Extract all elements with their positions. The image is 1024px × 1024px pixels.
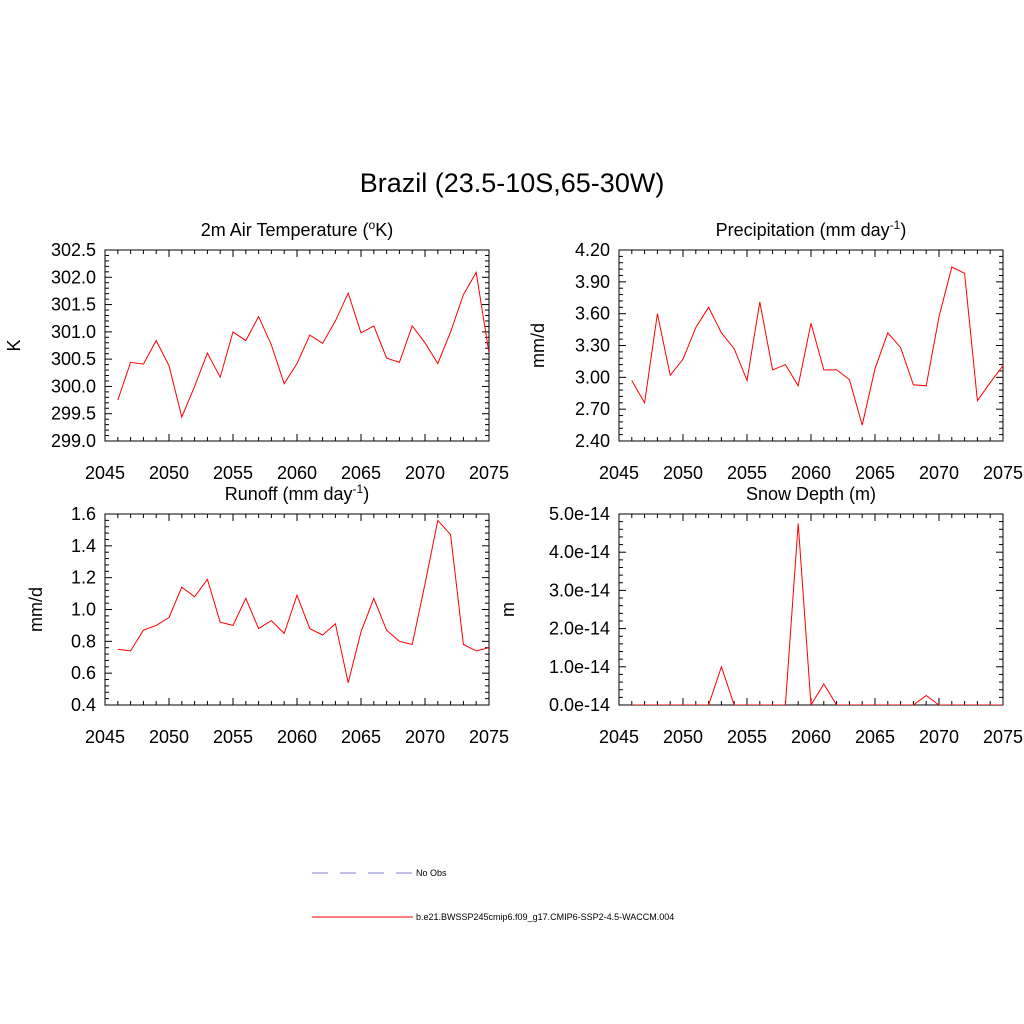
x-tick-label: 2050 (149, 463, 189, 483)
series-line (117, 270, 489, 419)
y-tick-label: 300.5 (51, 349, 96, 369)
series-line (631, 523, 1003, 705)
x-tick-label: 2060 (277, 727, 317, 747)
y-tick-label: 4.0e-14 (549, 542, 610, 562)
y-tick-label: 302.0 (51, 267, 96, 287)
legend-model-label: b.e21.BWSSP245cmip6.f09_g17.CMIP6-SSP2-4… (416, 912, 674, 922)
panel-title: Snow Depth (m) (746, 484, 876, 504)
y-tick-label: 299.5 (51, 404, 96, 424)
y-axis-label: K (4, 339, 24, 351)
y-tick-label: 1.4 (71, 536, 96, 556)
x-tick-label: 2075 (469, 463, 509, 483)
panel-title: 2m Air Temperature (oK) (201, 218, 393, 240)
x-tick-label: 2075 (983, 463, 1023, 483)
series-line (631, 266, 1003, 426)
x-tick-label: 2070 (919, 463, 959, 483)
plot-frame (618, 249, 1004, 442)
series-line (117, 519, 489, 683)
y-tick-label: 0.6 (71, 663, 96, 683)
x-tick-label: 2045 (599, 463, 639, 483)
y-tick-label: 301.0 (51, 322, 96, 342)
y-axis-label: m (498, 602, 518, 617)
x-tick-label: 2055 (727, 463, 767, 483)
y-tick-label: 3.30 (575, 336, 610, 356)
x-tick-label: 2070 (405, 463, 445, 483)
panel-4: Snow Depth (m) 2045 2050 2055 2060 2065 2070 20… (498, 484, 1023, 747)
y-tick-label: 299.0 (51, 431, 96, 451)
x-tick-label: 2075 (469, 727, 509, 747)
panel-title: Precipitation (mm day-1) (716, 218, 907, 240)
y-tick-label: 4.20 (575, 240, 610, 260)
x-tick-label: 2070 (405, 727, 445, 747)
y-tick-label: 2.40 (575, 431, 610, 451)
y-tick-label: 0.4 (71, 695, 96, 715)
x-tick-label: 2060 (277, 463, 317, 483)
x-tick-label: 2055 (213, 727, 253, 747)
x-tick-label: 2045 (599, 727, 639, 747)
panel-1: 2m Air Temperature (oK) 2045 2050 2055 2060 2… (4, 218, 509, 483)
y-tick-label: 3.00 (575, 367, 610, 387)
y-tick-label: 3.60 (575, 304, 610, 324)
x-tick-label: 2065 (855, 463, 895, 483)
y-tick-label: 0.8 (71, 631, 96, 651)
panel-title: Runoff (mm day-1) (225, 482, 369, 504)
x-tick-label: 2055 (727, 727, 767, 747)
x-tick-label: 2045 (85, 463, 125, 483)
y-axis-label: mm/d (528, 323, 548, 368)
x-tick-label: 2060 (791, 727, 831, 747)
plot-frame (104, 513, 490, 706)
y-tick-label: 1.0 (71, 600, 96, 620)
x-tick-label: 2060 (791, 463, 831, 483)
plot-frame (104, 249, 490, 442)
main-title: Brazil (23.5-10S,65-30W) (359, 168, 665, 198)
y-tick-label: 1.6 (71, 504, 96, 524)
y-tick-label: 0.0e-14 (549, 695, 610, 715)
y-tick-label: 2.70 (575, 399, 610, 419)
y-tick-label: 1.0e-14 (549, 657, 610, 677)
legend-obs-label: No Obs (416, 868, 447, 878)
y-tick-label: 3.0e-14 (549, 580, 610, 600)
x-tick-label: 2065 (341, 463, 381, 483)
x-tick-label: 2065 (855, 727, 895, 747)
x-tick-label: 2070 (919, 727, 959, 747)
y-tick-label: 5.0e-14 (549, 504, 610, 524)
panel-2: Precipitation (mm day-1) 2045 2050 2055 2060… (528, 218, 1023, 483)
x-tick-label: 2050 (663, 463, 703, 483)
y-tick-label: 300.0 (51, 376, 96, 396)
legend: No Obs b.e21.BWSSP245cmip6.f09_g17.CMIP6-… (312, 868, 674, 922)
x-tick-label: 2050 (663, 727, 703, 747)
y-axis-label: mm/d (26, 587, 46, 632)
x-tick-label: 2075 (983, 727, 1023, 747)
x-tick-label: 2050 (149, 727, 189, 747)
x-tick-label: 2055 (213, 463, 253, 483)
y-tick-label: 302.5 (51, 240, 96, 260)
panel-3: Runoff (mm day-1) 2045 2050 2055 2060 2065 207… (26, 482, 509, 747)
plot-frame (618, 513, 1004, 706)
x-tick-label: 2045 (85, 727, 125, 747)
y-tick-label: 301.5 (51, 295, 96, 315)
x-tick-label: 2065 (341, 727, 381, 747)
y-tick-label: 2.0e-14 (549, 619, 610, 639)
y-tick-label: 3.90 (575, 272, 610, 292)
y-tick-label: 1.2 (71, 568, 96, 588)
